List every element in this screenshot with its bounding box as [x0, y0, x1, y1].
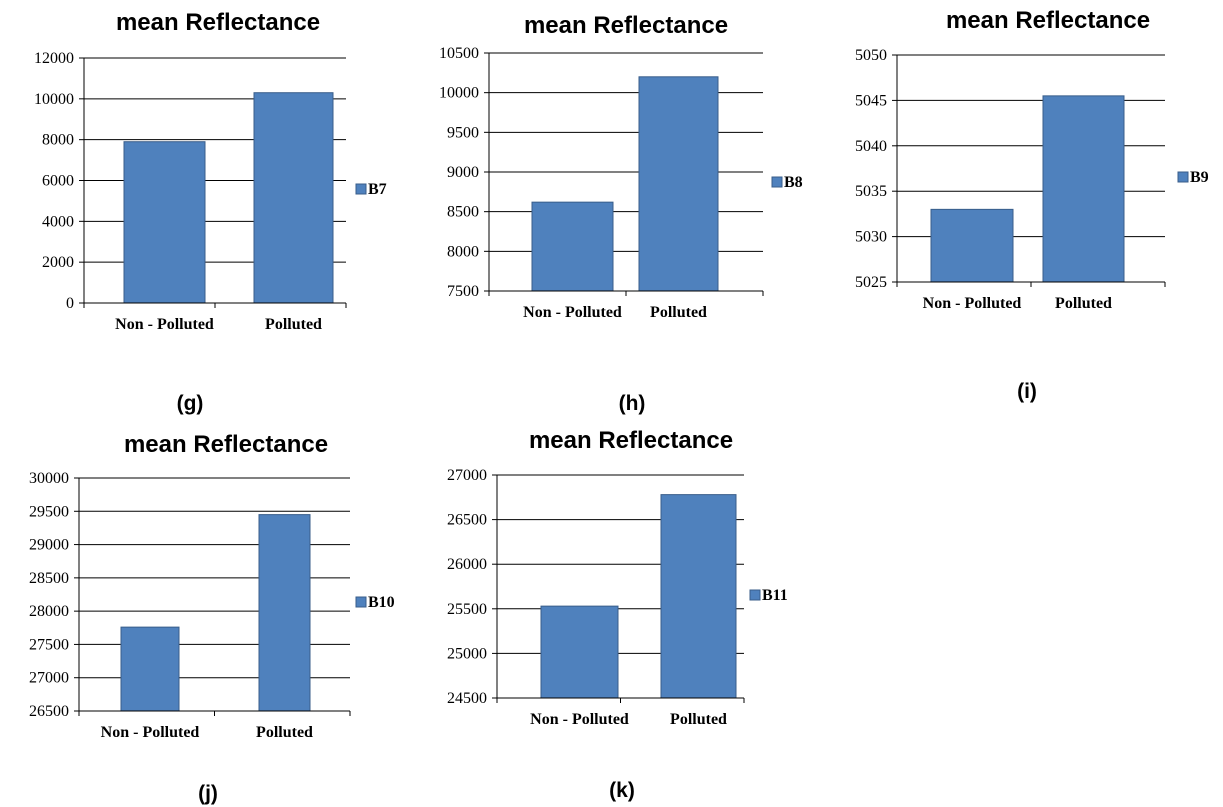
x-category-label: Non - Polluted: [923, 295, 1022, 312]
y-tick-label: 6000: [42, 173, 74, 190]
chart-title: mean Reflectance: [524, 12, 728, 39]
y-tick-label: 30000: [29, 470, 69, 487]
bar-polluted: [638, 76, 719, 292]
panel-caption: (g): [177, 392, 204, 415]
y-tick-label: 26500: [447, 512, 487, 529]
y-tick-label: 10000: [439, 85, 479, 102]
legend-label: B11: [762, 587, 788, 604]
chart-title: mean Reflectance: [116, 9, 320, 36]
x-category-label: Polluted: [670, 711, 727, 728]
bar-non-polluted: [930, 208, 1014, 283]
legend-label: B7: [368, 181, 387, 198]
y-tick-label: 25000: [447, 645, 487, 662]
y-tick-label: 5045: [855, 92, 887, 109]
x-category-label: Polluted: [265, 316, 322, 333]
y-tick-label: 2000: [42, 254, 74, 271]
panel-caption: (i): [1017, 380, 1037, 403]
y-tick-label: 29500: [29, 503, 69, 520]
legend-label: B8: [784, 174, 803, 191]
y-tick-label: 5040: [855, 138, 887, 155]
x-category-label: Non - Polluted: [115, 316, 214, 333]
x-category-label: Polluted: [1055, 295, 1112, 312]
chart-panel-b8: mean Reflectance 7500 8000 8500 9000 9500 1000…: [439, 12, 803, 415]
y-tick-label: 0: [66, 295, 74, 312]
chart-panel-b11: mean Reflectance 24500 25000 25500 26000 2650…: [447, 427, 788, 802]
y-tick-label: 26000: [447, 556, 487, 573]
chart-title: mean Reflectance: [529, 427, 733, 454]
chart-title: mean Reflectance: [124, 431, 328, 458]
y-tick-label: 10500: [439, 45, 479, 62]
legend-swatch: [355, 596, 367, 608]
y-tick-label: 4000: [42, 213, 74, 230]
bar-polluted: [660, 494, 737, 699]
chart-panel-b7: mean Reflectance 0 2000 4000 6000 8000 10000 12…: [34, 9, 387, 415]
y-tick-label: 12000: [34, 50, 74, 67]
y-tick-label: 5025: [855, 274, 887, 291]
y-tick-label: 5035: [855, 183, 887, 200]
panel-caption: (j): [198, 782, 218, 805]
y-tick-label: 27500: [29, 636, 69, 653]
y-tick-label: 8000: [42, 132, 74, 149]
panel-caption: (h): [619, 392, 646, 415]
y-tick-label: 8000: [447, 243, 479, 260]
panel-caption: (k): [609, 779, 635, 802]
x-category-label: Polluted: [650, 304, 707, 321]
x-category-label: Polluted: [256, 724, 313, 741]
y-tick-label: 7500: [447, 283, 479, 300]
y-tick-label: 5030: [855, 229, 887, 246]
y-tick-label: 27000: [29, 670, 69, 687]
y-tick-label: 28000: [29, 603, 69, 620]
y-tick-label: 9000: [447, 164, 479, 181]
chart-panel-b9: mean Reflectance 5025 5030 5035 5040 5045 5050…: [855, 7, 1209, 403]
chart-panel-b10: mean Reflectance 26500 27000 27500 28000 2850…: [29, 431, 395, 805]
y-tick-label: 8500: [447, 204, 479, 221]
y-tick-label: 27000: [447, 467, 487, 484]
y-tick-label: 25500: [447, 601, 487, 618]
x-category-label: Non - Polluted: [101, 724, 200, 741]
y-tick-label: 29000: [29, 537, 69, 554]
bar-non-polluted: [120, 626, 180, 712]
y-tick-label: 9500: [447, 124, 479, 141]
x-category-label: Non - Polluted: [530, 711, 629, 728]
bar-non-polluted: [123, 141, 206, 304]
y-tick-label: 5050: [855, 47, 887, 64]
bar-polluted: [253, 92, 334, 304]
y-tick-label: 10000: [34, 91, 74, 108]
bar-polluted: [258, 514, 311, 712]
y-tick-label: 28500: [29, 570, 69, 587]
chart-title: mean Reflectance: [946, 7, 1150, 34]
legend-swatch: [771, 176, 783, 188]
legend-label: B10: [368, 594, 395, 611]
x-category-label: Non - Polluted: [523, 304, 622, 321]
legend-swatch: [1177, 171, 1189, 183]
y-tick-label: 26500: [29, 703, 69, 720]
legend-swatch: [355, 183, 367, 195]
bar-polluted: [1042, 95, 1125, 283]
legend-swatch: [749, 589, 761, 601]
bar-non-polluted: [531, 201, 614, 292]
y-tick-label: 24500: [447, 690, 487, 707]
bar-non-polluted: [540, 605, 619, 699]
legend-label: B9: [1190, 169, 1209, 186]
